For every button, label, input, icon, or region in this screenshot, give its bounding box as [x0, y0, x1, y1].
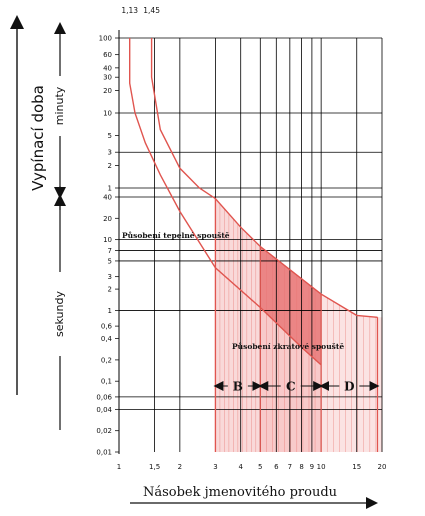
y-tick-label: 10: [103, 110, 112, 118]
minutes-label-bg: [53, 76, 67, 136]
magnetic-release-label: Působení zkratové spouště: [232, 342, 344, 351]
x-tick-label: 1,5: [149, 463, 160, 471]
y-tick-label: 40: [103, 194, 112, 202]
x-tick-label: 15: [352, 463, 361, 471]
y-tick-label: 0,04: [96, 406, 112, 414]
y-tick-label: 0,4: [101, 335, 113, 343]
x-tick-label: 7: [288, 463, 292, 471]
x-tick-label: 9: [310, 463, 314, 471]
x-tick-label: 8: [299, 463, 303, 471]
y-tick-label: 2: [108, 162, 112, 170]
y-tick-label: 40: [103, 64, 112, 72]
x-tick-label: 1: [117, 463, 121, 471]
overlap-band: [260, 246, 322, 365]
grid: [118, 30, 383, 454]
tripping-zones: [215, 198, 383, 452]
y-tick-label: 0,1: [101, 378, 112, 386]
y-tick-label: 0,6: [101, 323, 113, 331]
y-tick-label: 3: [108, 273, 112, 281]
y-tick-label: 0,01: [96, 449, 112, 457]
x-tick-label: 20: [378, 463, 387, 471]
y-axis-title: Vypínací doba: [29, 85, 47, 191]
y-tick-label: 1: [108, 185, 112, 193]
x-tick-label: 6: [274, 463, 279, 471]
y-tick-label: 0,2: [101, 356, 112, 364]
x-tick-label: 5: [258, 463, 262, 471]
y-tick-label: 20: [103, 215, 112, 223]
y-tick-label: 30: [103, 74, 112, 82]
x-tick-label: 4: [238, 463, 243, 471]
chart-labels: Vypínací doba Násobek jmenovitého proudu…: [29, 85, 344, 500]
x-axis-title: Násobek jmenovitého proudu: [143, 485, 337, 500]
seconds-label: sekundy: [53, 291, 66, 337]
y-tick-label: 3: [108, 149, 112, 157]
y-tick-label: 0,02: [96, 427, 112, 435]
thermal-release-label: Působení tepelné spouště: [122, 231, 230, 240]
y-tick-label: 7: [108, 247, 112, 255]
x-tick-label: 10: [317, 463, 326, 471]
axis-decorations: minuty sekundy B C D: [10, 15, 380, 509]
zone-c-label: C: [286, 380, 296, 394]
top-marker-label: 1,45: [143, 6, 160, 15]
top-marker-label: 1,13: [121, 6, 138, 15]
x-tick-label: 3: [213, 463, 217, 471]
y-tick-label: 1: [108, 307, 112, 315]
y-tick-label: 100: [99, 35, 112, 43]
y-tick-label: 5: [108, 257, 112, 265]
trip-curves: [129, 38, 379, 452]
x-tick-label: 2: [178, 463, 182, 471]
y-tick-label: 60: [103, 51, 112, 59]
y-tick-label: 5: [108, 132, 112, 140]
seconds-label-bg: [53, 272, 67, 356]
left-trip-curve: [129, 38, 322, 366]
axis-ticks: 10060403020105321402010753210,60,40,20,1…: [96, 6, 386, 471]
zone-d-label: D: [344, 380, 354, 394]
y-tick-label: 0,06: [96, 393, 112, 401]
y-tick-label: 20: [103, 87, 112, 95]
y-tick-label: 10: [103, 236, 112, 244]
minutes-label: minuty: [53, 86, 66, 125]
zone-b-label: B: [233, 380, 243, 394]
y-tick-label: 2: [108, 286, 112, 294]
